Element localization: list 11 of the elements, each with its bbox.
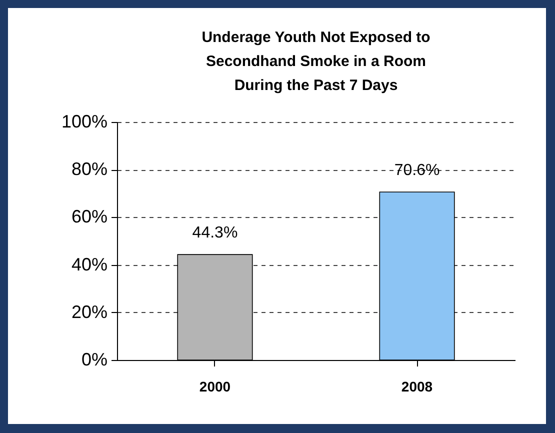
x-tick-label: 2000 bbox=[199, 378, 231, 394]
chart-title: Underage Youth Not Exposed to Secondhand Smoke in a Room During the Past 7 Days bbox=[202, 29, 430, 94]
x-tick-label: 2008 bbox=[401, 378, 433, 394]
y-tick-label: 60% bbox=[71, 206, 108, 227]
data-label: 44.3% bbox=[192, 224, 238, 242]
y-tick-label: 40% bbox=[71, 254, 108, 274]
y-tick-label: 80% bbox=[71, 159, 108, 180]
y-tick-label: 20% bbox=[71, 302, 108, 322]
data-label: 70.6% bbox=[394, 162, 440, 179]
y-tick-label: 100% bbox=[61, 112, 108, 132]
y-tick-label: 0% bbox=[81, 350, 108, 370]
